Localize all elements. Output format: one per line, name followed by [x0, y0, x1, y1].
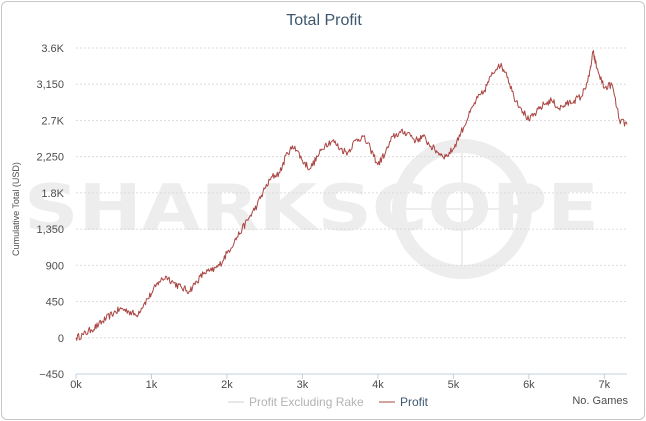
legend-label-profit-excluding-rake: Profit Excluding Rake	[249, 395, 364, 409]
y-tick-label: −450	[39, 369, 64, 381]
x-tick-label: 7k	[599, 379, 611, 391]
x-tick-label: 0k	[70, 379, 82, 391]
x-tick-label: 6k	[523, 379, 535, 391]
y-axis-ticks: −450 0 450 900 1,350 1.8K 2,250 2.7K 3,150 3.6K	[36, 43, 64, 381]
chart-title: Total Profit	[286, 12, 362, 29]
y-tick-label: 900	[46, 260, 64, 272]
x-axis-label: No. Games	[572, 395, 628, 407]
y-tick-label: 0	[58, 333, 64, 345]
x-tick-label: 5k	[448, 379, 460, 391]
y-tick-label: 1,350	[36, 224, 64, 236]
watermark: SHARKSCOPE	[24, 139, 599, 279]
x-tick-label: 3k	[297, 379, 309, 391]
legend-label-profit: Profit	[400, 395, 429, 409]
x-tick-label: 2k	[221, 379, 233, 391]
x-tick-label: 4k	[372, 379, 384, 391]
legend[interactable]: Profit Excluding Rake Profit	[228, 395, 429, 409]
legend-item-profit[interactable]: Profit	[379, 395, 429, 409]
y-tick-label: 2.7K	[41, 115, 64, 127]
x-tick-label: 1k	[146, 379, 158, 391]
y-tick-label: 450	[46, 297, 64, 309]
x-axis-ticks: 0k 1k 2k 3k 4k 5k 6k 7k	[70, 374, 611, 391]
y-tick-label: 1.8K	[41, 188, 64, 200]
y-tick-label: 2,250	[36, 152, 64, 164]
y-axis-label: Cumulative Total (USD)	[11, 162, 21, 256]
y-tick-label: 3.6K	[41, 43, 64, 55]
watermark-scope-icon	[392, 139, 532, 279]
gridlines	[76, 47, 627, 375]
series-line-profit[interactable]	[75, 50, 628, 341]
series-layer	[75, 50, 628, 341]
legend-item-profit-excluding-rake[interactable]: Profit Excluding Rake	[228, 395, 364, 409]
y-tick-label: 3,150	[36, 79, 64, 91]
